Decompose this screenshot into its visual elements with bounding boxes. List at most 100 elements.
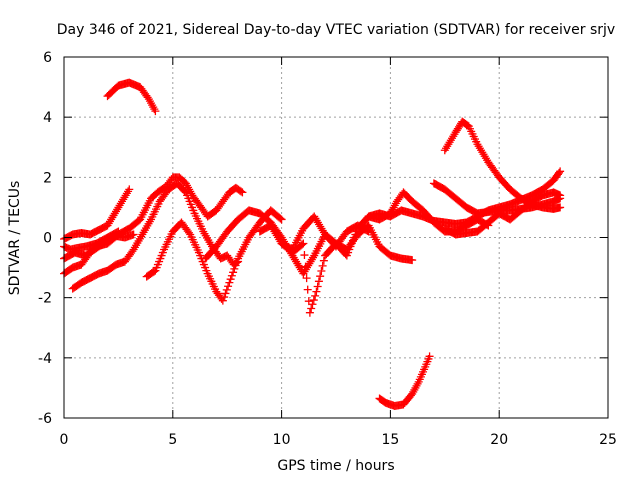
data-point xyxy=(218,296,227,305)
y-tick-label: -2 xyxy=(38,291,52,307)
data-point xyxy=(269,225,278,234)
data-point xyxy=(314,277,323,286)
data-point xyxy=(266,221,275,230)
axis-ticks: 0 5 10 15 20 25 -6 -4 -2 0 2 4 6 xyxy=(38,50,617,448)
data-point xyxy=(318,261,327,270)
data-point xyxy=(145,97,154,106)
data-point xyxy=(120,193,129,202)
data-point xyxy=(306,257,315,266)
data-point xyxy=(315,220,324,229)
data-point xyxy=(180,187,189,196)
data-point xyxy=(225,278,234,287)
y-tick-label: 2 xyxy=(43,170,52,186)
data-point xyxy=(238,188,247,197)
data-point xyxy=(104,219,113,228)
x-tick-label: 20 xyxy=(490,432,508,448)
data-point xyxy=(290,255,299,264)
data-point xyxy=(184,183,193,192)
data-point xyxy=(481,154,490,163)
x-axis-title: GPS time / hours xyxy=(277,458,394,474)
data-series xyxy=(60,78,565,410)
data-point xyxy=(275,235,284,244)
data-point xyxy=(300,267,309,276)
x-tick-label: 5 xyxy=(168,432,177,448)
data-point xyxy=(125,185,134,194)
data-point xyxy=(267,223,276,232)
data-point xyxy=(312,216,321,225)
data-point xyxy=(412,381,421,390)
data-point xyxy=(318,226,327,235)
data-point xyxy=(316,222,325,231)
data-point xyxy=(294,261,303,270)
y-axis-title: SDTVAR / TECUs xyxy=(7,181,23,296)
data-point xyxy=(295,263,304,272)
data-point xyxy=(474,142,483,151)
data-point xyxy=(408,389,417,398)
data-point xyxy=(149,103,158,112)
data-point xyxy=(555,168,564,177)
data-point xyxy=(309,296,318,305)
data-point xyxy=(390,201,399,210)
series-s7 xyxy=(142,206,286,305)
data-point xyxy=(227,271,236,280)
series-s8 xyxy=(201,206,373,278)
data-point xyxy=(121,191,130,200)
data-point xyxy=(292,257,301,266)
data-point xyxy=(150,105,159,114)
data-point xyxy=(226,275,235,284)
data-point xyxy=(302,274,311,283)
data-point xyxy=(114,203,123,212)
data-point xyxy=(307,304,316,313)
data-point xyxy=(556,203,565,212)
grid-lines xyxy=(64,57,608,418)
data-point xyxy=(312,287,321,296)
data-point xyxy=(270,227,279,236)
data-point xyxy=(277,215,286,224)
x-tick-label: 25 xyxy=(599,432,617,448)
data-point xyxy=(231,261,240,270)
series-s15 xyxy=(375,352,434,410)
data-point xyxy=(307,255,316,264)
data-point xyxy=(449,132,458,141)
data-point xyxy=(313,218,322,227)
data-point xyxy=(479,150,488,159)
data-point xyxy=(230,264,239,273)
data-point xyxy=(113,205,122,214)
data-point xyxy=(108,213,117,222)
data-point xyxy=(408,256,417,265)
data-point xyxy=(445,138,454,147)
data-point xyxy=(224,282,233,291)
data-point xyxy=(478,148,487,157)
data-point xyxy=(316,272,325,281)
data-point xyxy=(311,214,320,223)
data-point xyxy=(305,308,314,317)
data-point xyxy=(144,95,153,104)
series-s14 xyxy=(440,188,565,239)
data-point xyxy=(299,239,308,248)
x-tick-label: 0 xyxy=(60,432,69,448)
data-point xyxy=(113,228,122,237)
series-s1 xyxy=(103,78,160,116)
series-s13 xyxy=(440,117,565,213)
data-point xyxy=(272,231,281,240)
series-s9 xyxy=(255,221,417,317)
data-point xyxy=(151,107,160,116)
y-tick-label: 4 xyxy=(43,110,52,126)
data-point xyxy=(310,212,319,221)
data-point xyxy=(184,228,193,237)
data-point xyxy=(222,285,231,294)
data-point xyxy=(148,101,157,110)
data-point xyxy=(302,263,311,272)
data-point xyxy=(319,256,328,265)
data-point xyxy=(298,240,307,249)
data-point xyxy=(271,229,280,238)
data-point xyxy=(129,230,138,239)
data-point xyxy=(119,195,128,204)
data-point xyxy=(300,251,309,260)
data-point xyxy=(116,199,125,208)
data-point xyxy=(317,224,326,233)
data-point xyxy=(411,383,420,392)
data-point xyxy=(308,300,317,309)
data-point xyxy=(473,140,482,149)
data-point xyxy=(221,289,230,298)
